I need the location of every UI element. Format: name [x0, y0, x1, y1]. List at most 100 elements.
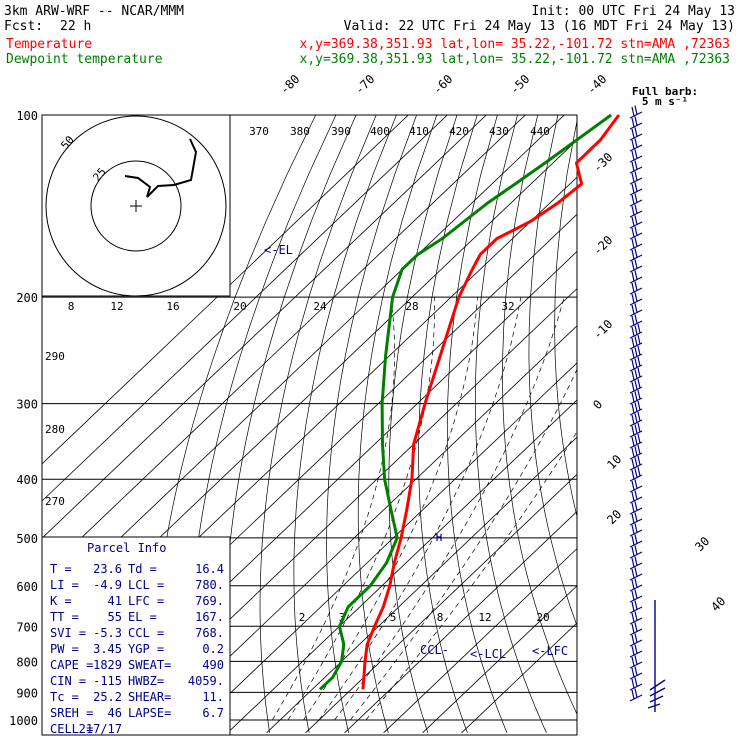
dew-legend: Dewpoint temperature	[6, 52, 163, 67]
wind-barb	[629, 160, 643, 174]
ccl-marker: CCL-	[420, 643, 449, 657]
wind-barb	[629, 479, 643, 493]
wind-barb	[629, 622, 643, 636]
isotherm-line	[227, 399, 577, 734]
isotherm-line	[305, 473, 577, 734]
hodograph-center-icon	[130, 200, 142, 212]
parcel-info-cell: K =	[50, 594, 72, 608]
parcel-info-cell: SREH =	[50, 706, 93, 720]
wind-barb	[629, 444, 643, 460]
dry-adiabat-line	[580, 115, 705, 733]
parcel-info-cell: SVI =	[50, 626, 86, 640]
wind-barb	[629, 400, 643, 416]
isotherm-line	[42, 115, 487, 539]
wind-barb	[629, 334, 643, 350]
parcel-info-cell: EL =	[128, 610, 157, 624]
parcel-info-cell: 490	[202, 658, 224, 672]
dry-adiabat-line	[718, 115, 740, 733]
fcst-label: Fcst:	[4, 19, 43, 34]
isotherm-label: -20	[590, 233, 615, 258]
wind-barb	[629, 345, 643, 361]
isotherm-line	[266, 436, 577, 734]
parcel-info-cell: Td =	[128, 562, 157, 576]
parcel-info-cell: LI =	[50, 578, 79, 592]
wind-barb	[629, 182, 643, 196]
wind-barb	[629, 292, 643, 306]
parcel-info-cell: 46	[108, 706, 122, 720]
parcel-info-cell: CIN =	[50, 674, 86, 688]
parcel-info-cell: 16.4	[195, 562, 224, 576]
wind-barb	[629, 270, 643, 284]
dry-adiabat-line	[502, 115, 577, 715]
hodograph-ring-outer	[45, 115, 227, 297]
wind-barb	[629, 378, 643, 394]
parcel-info-cell: -115	[93, 674, 122, 688]
dry-adiabat-line	[357, 115, 438, 733]
parcel-info-title: Parcel Info	[87, 541, 166, 555]
isotherm-label: -10	[590, 317, 615, 342]
isotherm-label: -60	[430, 72, 455, 97]
wind-barb	[629, 248, 643, 262]
parcel-info-cell: T =	[50, 562, 72, 576]
dry-adiabat-line	[293, 115, 397, 733]
temp-legend: Temperature	[6, 37, 92, 52]
dry-adiabat-line	[604, 115, 740, 733]
wind-barb	[629, 501, 643, 515]
parcel-info-cell: Tc =	[50, 690, 79, 704]
parcel-info-cell: SHEAR=	[128, 690, 171, 704]
wind-barb	[629, 433, 643, 449]
pressure-label: 700	[16, 620, 38, 634]
dry-adiabat-line	[696, 115, 740, 733]
parcel-info-cell: 6.7	[202, 706, 224, 720]
parcel-info-cell: YGP =	[128, 642, 164, 656]
wind-barb	[629, 215, 643, 229]
isotherm-line	[149, 325, 577, 734]
model-title: 3km ARW-WRF -- NCAR/MMM	[4, 4, 184, 19]
dry-adiabat-line	[224, 115, 357, 733]
fcst-value: 22 h	[60, 19, 91, 34]
wind-barb	[629, 389, 643, 405]
parcel-info-cell: CAPE =	[50, 658, 93, 672]
parcel-info-cell: TT =	[50, 610, 79, 624]
parcel-info-cell: 167.	[195, 610, 224, 624]
wind-barb	[629, 523, 643, 537]
isotherm-line	[42, 115, 565, 613]
wind-barb	[629, 116, 643, 130]
isotherm-label: -70	[352, 72, 377, 97]
isotherm-label: -50	[507, 72, 532, 97]
wind-barb	[629, 633, 643, 647]
wind-barb	[629, 281, 643, 295]
wind-barb	[629, 105, 643, 119]
dry-adiabat-line	[554, 118, 577, 518]
parcel-info-cell: LFC =	[128, 594, 164, 608]
parcel-info-cell: CELL =	[50, 722, 93, 736]
dew-location: x,y=369.38,351.93 lat,lon= 35.22,-101.72…	[300, 52, 730, 67]
isotherm-line	[383, 548, 577, 734]
theta-side-label: 290	[45, 350, 65, 363]
moist-adiabat-line	[334, 297, 565, 721]
wind-barb	[629, 127, 643, 141]
parcel-info-cell: 0.2	[202, 642, 224, 656]
wind-barb	[629, 666, 643, 680]
wind-barb	[629, 204, 643, 218]
parcel-info-cell: -4.9	[93, 578, 122, 592]
mixing-ratio-label: 28	[405, 300, 418, 313]
wind-barb	[629, 578, 643, 592]
mixing-ratio-label: 32	[501, 300, 514, 313]
barb-unit: 5 m s⁻¹	[642, 95, 688, 108]
isotherm-label: -80	[277, 72, 302, 97]
wind-barb	[629, 545, 643, 559]
pressure-label: 200	[16, 291, 38, 305]
dry-adiabat-line	[388, 115, 458, 733]
wind-barb	[629, 655, 643, 669]
theta-label: 370	[249, 125, 269, 138]
isotherm-label: 10	[604, 452, 624, 472]
moist-adiabat-line	[287, 297, 435, 721]
parcel-info-box: Parcel Info T = 23.6 Td = 16.4 LI = -4.9 LCL =…	[41, 536, 231, 736]
wind-barb	[629, 323, 643, 339]
theta-label: 430	[489, 125, 509, 138]
el-marker: <-EL	[264, 243, 293, 257]
wind-barb	[629, 600, 643, 614]
mixing-ratio-low-label: 5	[390, 611, 397, 624]
